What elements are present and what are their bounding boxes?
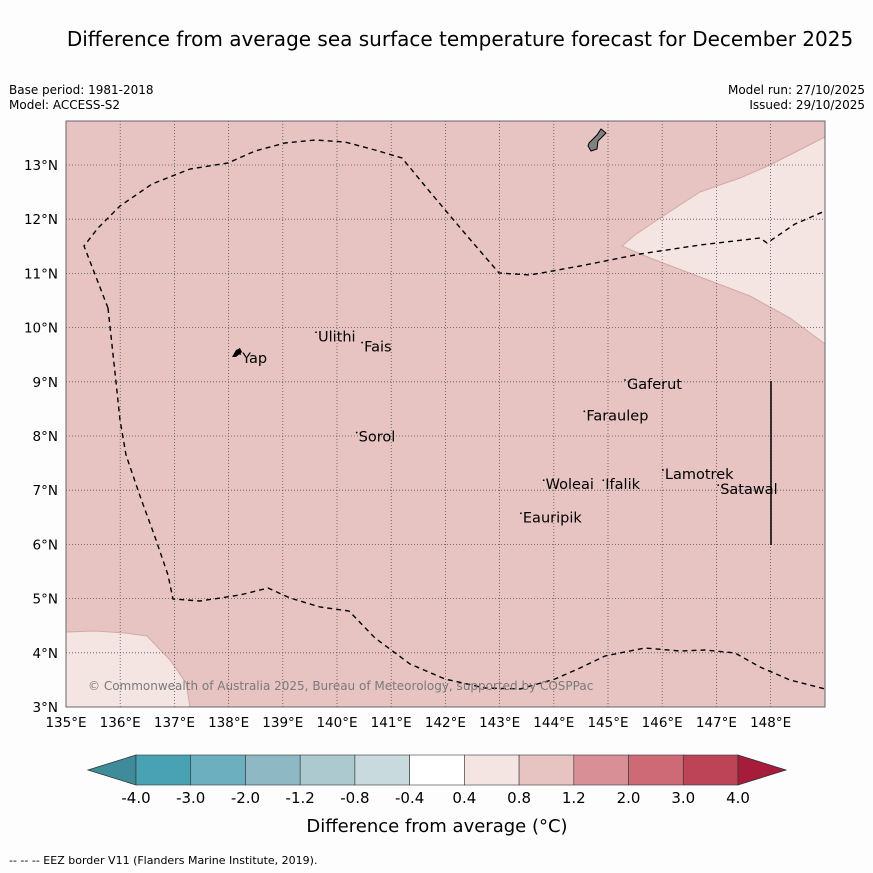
anomaly-contour-southwest (65, 630, 191, 708)
colorbar-extend-low (86, 754, 137, 786)
lon-tick-label: 143°E (479, 715, 520, 731)
lat-tick-label: 4°N (33, 646, 58, 662)
yap-island (232, 348, 242, 357)
colorbar-segment (135, 754, 192, 786)
lon-tick-label: 147°E (696, 715, 737, 731)
lon-tick-label: 136°E (100, 715, 141, 731)
copyright-text: © Commonwealth of Australia 2025, Bureau… (88, 679, 593, 693)
place-label-lamotrek: Lamotrek (665, 467, 734, 483)
anomaly-contour-northeast (621, 136, 826, 345)
colorbar-segment (354, 754, 410, 786)
lon-tick-label: 138°E (208, 715, 249, 731)
colorbar-tick-label: 2.0 (617, 789, 641, 807)
place-dot (315, 331, 317, 334)
issued-date: Issued: 29/10/2025 (749, 98, 865, 112)
lon-tick-label: 139°E (262, 715, 303, 731)
lat-tick-label: 13°N (24, 158, 58, 174)
meta-right: Model run: 27/10/2025 Issued: 29/10/2025 (728, 83, 865, 113)
place-labels: Ulithi Fais Yap Gaferut Faraulep Sorol Lamotre… (239, 329, 778, 526)
colorbar-segment (518, 754, 575, 786)
colorbar-segment (299, 754, 356, 786)
lon-tick-label: 137°E (154, 715, 195, 731)
colorbar-tick-label: 0.8 (507, 789, 531, 807)
place-dot (355, 431, 358, 434)
guam-island (587, 128, 607, 152)
meta-left: Base period: 1981-2018 Model: ACCESS-S2 (9, 83, 154, 113)
place-dot (624, 379, 626, 381)
lat-tick-label: 12°N (24, 212, 58, 228)
eez-border-west (107, 307, 826, 690)
lat-tick-label: 6°N (33, 537, 58, 553)
lat-tick-label: 7°N (33, 483, 58, 499)
lon-tick-label: 146°E (642, 715, 683, 731)
base-period: Base period: 1981-2018 (9, 83, 154, 97)
colorbar-label: Difference from average (°C) (306, 816, 567, 837)
chart-title: Difference from average sea surface temp… (66, 27, 854, 51)
footnote: -- -- -- EEZ border V11 (Flanders Marine… (9, 854, 318, 867)
place-label-woleai: Woleai (546, 477, 594, 493)
eez-border-fsm (83, 139, 826, 309)
lon-tick-label: 140°E (316, 715, 357, 731)
place-dot (239, 353, 242, 355)
colorbar-tick-label: 1.2 (562, 789, 586, 807)
colorbar-tick-label: -2.0 (231, 789, 260, 807)
axes: 135°E 136°E 137°E 138°E 139°E 140°E 141°E 142°E… (24, 158, 791, 731)
colorbar-tick-label: -4.0 (121, 789, 150, 807)
place-label-satawal: Satawal (720, 482, 777, 498)
lat-tick-label: 10°N (24, 321, 58, 337)
colorbar-tick-label: -3.0 (176, 789, 205, 807)
place-label-ifalik: Ifalik (605, 477, 640, 493)
colorbar-tick-label: -0.8 (340, 789, 369, 807)
colorbar-tick-label: 4.0 (726, 789, 750, 807)
colorbar-tick-label: -0.4 (395, 789, 424, 807)
lon-tick-label: 145°E (587, 715, 628, 731)
colorbar-segment (245, 754, 301, 786)
colorbar-tick-label: 3.0 (671, 789, 695, 807)
place-label-ulithi: Ulithi (318, 329, 356, 345)
place-label-gaferut: Gaferut (627, 377, 682, 393)
model-run: Model run: 27/10/2025 (727, 83, 865, 97)
lon-tick-label: 135°E (45, 715, 86, 731)
anomaly-region-northeast (622, 137, 825, 344)
lon-tick-label: 144°E (533, 715, 574, 731)
colorbar-extend-high (737, 754, 788, 786)
colorbar-segment (573, 754, 629, 786)
graticule (66, 121, 825, 707)
map-frame (65, 120, 826, 708)
lat-tick-label: 3°N (33, 700, 58, 716)
place-label-eauripik: Eauripik (523, 510, 582, 526)
lat-tick-label: 11°N (24, 266, 58, 282)
colorbar-tick-label: 0.4 (452, 789, 476, 807)
colorbar-segment (464, 754, 520, 786)
anomaly-region-southwest (66, 631, 190, 707)
colorbar-segment (409, 754, 465, 786)
lon-tick-label: 148°E (750, 715, 791, 731)
model-name: Model: ACCESS-S2 (9, 98, 121, 112)
place-label-faraulep: Faraulep (586, 408, 648, 424)
lon-tick-label: 141°E (371, 715, 412, 731)
lon-tick-label: 142°E (425, 715, 466, 731)
place-dot (361, 341, 363, 344)
colorbar-segment (628, 754, 684, 786)
colorbar-segment (682, 754, 739, 786)
lat-tick-label: 8°N (33, 429, 58, 445)
place-label-sorol: Sorol (359, 430, 396, 446)
place-label-fais: Fais (364, 340, 391, 356)
place-dot (542, 479, 545, 482)
colorbar-tick-label: -1.2 (286, 789, 315, 807)
place-dot (520, 512, 522, 515)
place-dot (602, 479, 605, 482)
place-dot (662, 469, 664, 471)
colorbar-segment (190, 754, 246, 786)
place-label-yap: Yap (241, 351, 267, 367)
lat-tick-label: 5°N (33, 592, 58, 608)
colorbar: -4.0 -3.0 -2.0 -1.2 -0.8 -0.4 0.4 0.8 1.2 2.0 3.0 4… (86, 754, 788, 807)
lat-tick-label: 9°N (33, 375, 58, 391)
place-dot (717, 484, 720, 487)
place-dot (583, 410, 586, 413)
